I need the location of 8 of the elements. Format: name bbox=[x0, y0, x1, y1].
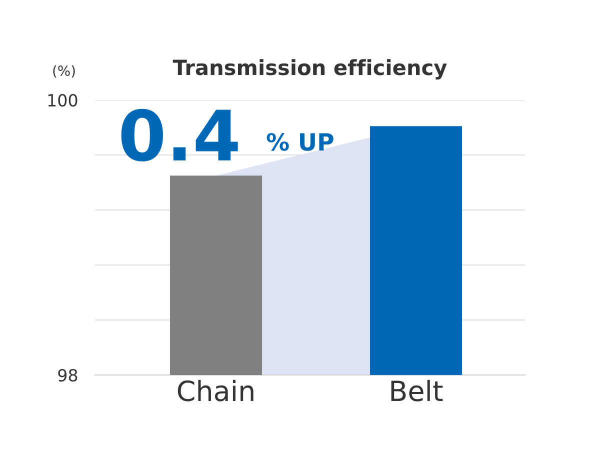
y-axis-title: (%) bbox=[53, 65, 75, 78]
y-tick-label: 98 bbox=[58, 368, 78, 382]
x-tick-label: Belt bbox=[391, 380, 443, 402]
y-tick-label: 100 bbox=[48, 94, 78, 107]
annotation: % UP bbox=[266, 132, 334, 151]
annotation: 0.4 bbox=[121, 108, 238, 162]
x-tick-label: Chain bbox=[178, 380, 254, 402]
chart-title: Transmission efficiency bbox=[172, 59, 447, 80]
